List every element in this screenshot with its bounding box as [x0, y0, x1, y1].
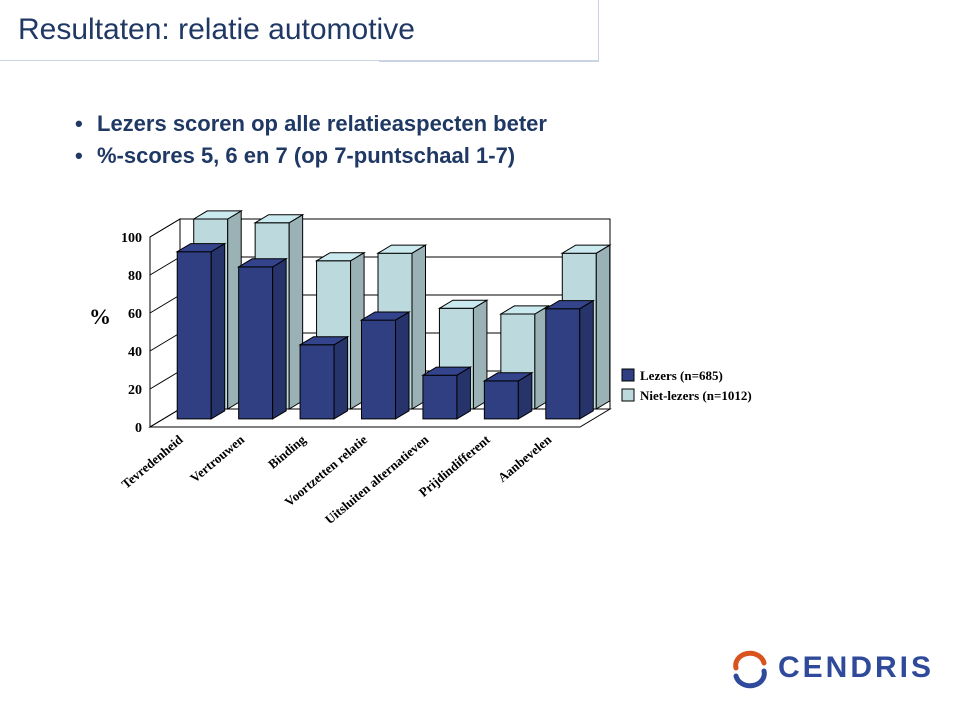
- cendris-logo: CENDRIS: [730, 651, 934, 685]
- svg-text:Tevredenheid: Tevredenheid: [118, 431, 186, 491]
- svg-text:60: 60: [128, 307, 142, 322]
- svg-text:Aanbevelen: Aanbevelen: [495, 431, 555, 485]
- svg-text:20: 20: [128, 383, 142, 398]
- svg-text:%: %: [89, 304, 111, 329]
- svg-text:Lezers (n=685): Lezers (n=685): [640, 368, 723, 383]
- svg-text:40: 40: [128, 345, 142, 360]
- svg-text:Niet-lezers (n=1012): Niet-lezers (n=1012): [640, 388, 752, 403]
- bullet-item: %-scores 5, 6 en 7 (op 7-puntschaal 1-7): [75, 143, 960, 169]
- svg-text:Vertrouwen: Vertrouwen: [187, 431, 248, 485]
- cendris-logo-icon: [730, 653, 770, 683]
- title-banner: Resultaten: relatie automotive: [0, 0, 599, 61]
- logo-text: CENDRIS: [778, 651, 934, 685]
- svg-text:100: 100: [121, 231, 142, 246]
- page-title: Resultaten: relatie automotive: [18, 13, 415, 47]
- bullet-item: Lezers scoren op alle relatieaspecten be…: [75, 111, 960, 137]
- svg-text:80: 80: [128, 269, 142, 284]
- bullet-list: Lezers scoren op alle relatieaspecten be…: [35, 111, 960, 169]
- svg-text:Binding: Binding: [265, 431, 309, 471]
- bar-chart: 0 20 40 60 80 100% TevredenheidVertrouwen Bindi…: [90, 199, 850, 499]
- svg-text:0: 0: [135, 421, 142, 436]
- svg-text:Uitsluiten alternatieven: Uitsluiten alternatieven: [322, 431, 432, 527]
